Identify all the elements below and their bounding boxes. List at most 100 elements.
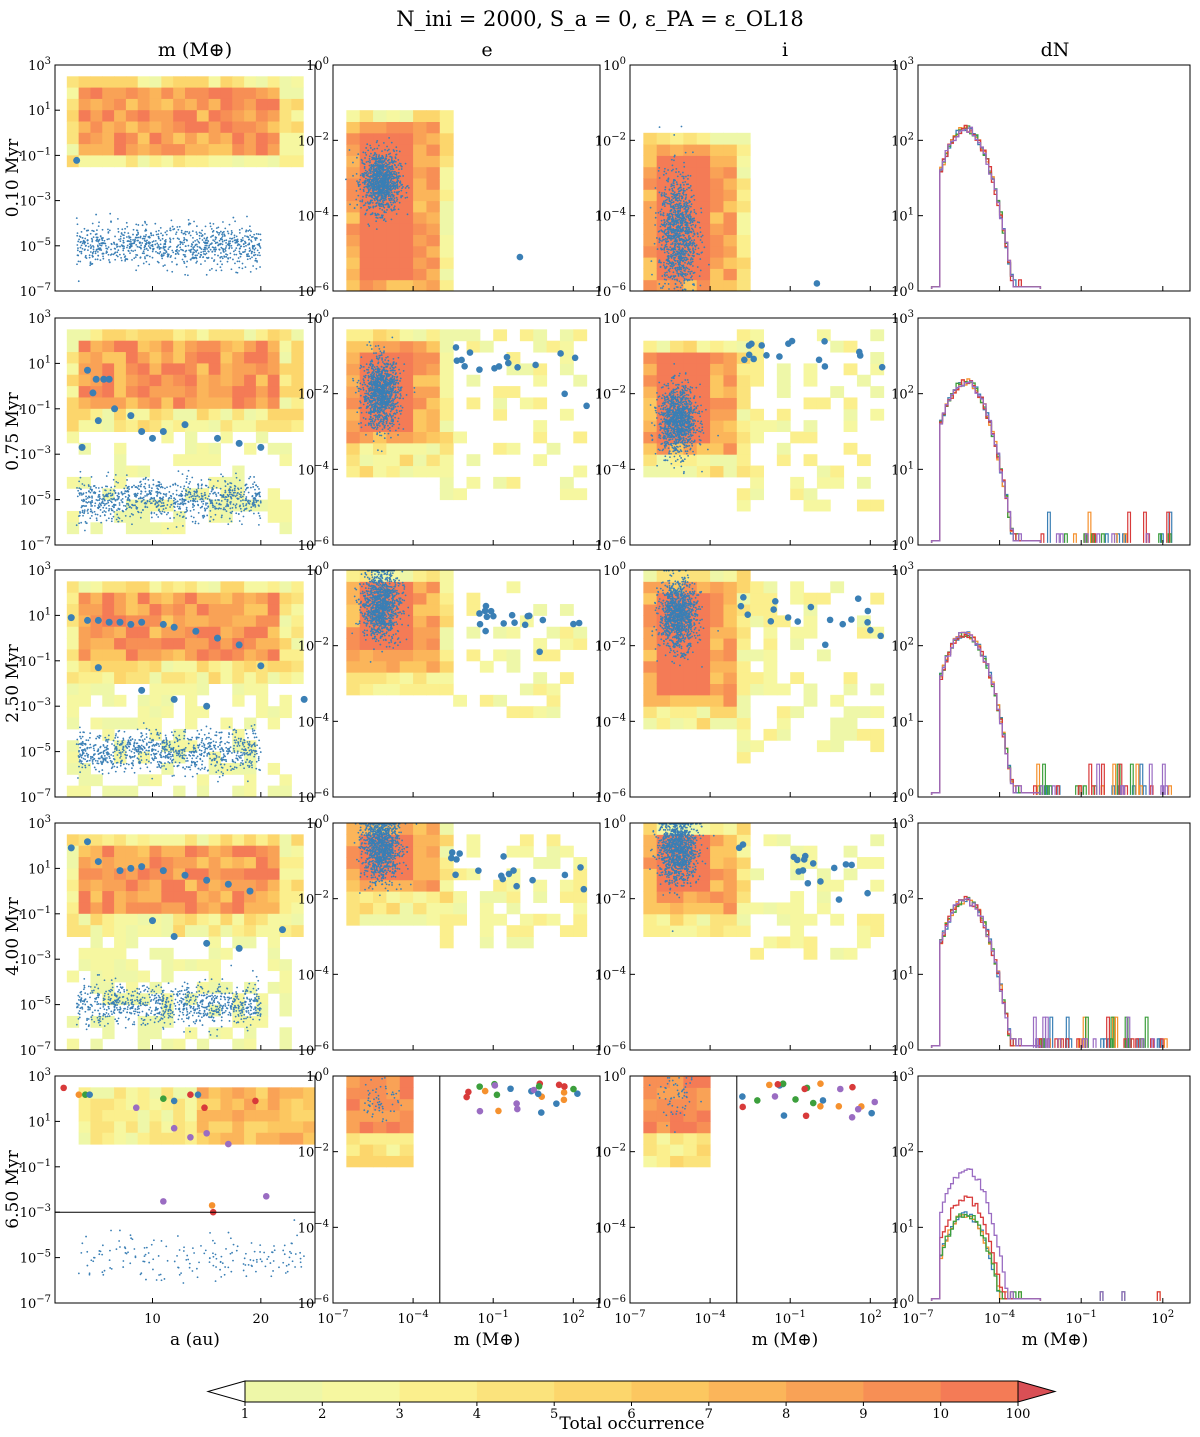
data-point [678, 237, 681, 240]
data-point [236, 260, 239, 263]
data-point [172, 237, 175, 240]
heat-cell [279, 442, 292, 455]
data-point [685, 257, 688, 259]
heat-cell [90, 340, 103, 353]
data-point [157, 509, 160, 512]
heat-cell [137, 144, 151, 156]
heat-cell [173, 87, 186, 100]
data-point [199, 253, 202, 256]
data-point [366, 178, 369, 181]
heat-cell [255, 374, 269, 387]
data-point [386, 209, 388, 211]
data-point [152, 483, 155, 486]
data-point [259, 501, 262, 504]
data-point [701, 241, 704, 244]
heat-cell [232, 476, 245, 489]
data-point [672, 190, 674, 193]
data-point [78, 493, 81, 496]
heat-cell [244, 386, 257, 398]
data-point [194, 497, 197, 500]
data-point [214, 253, 216, 256]
data-point [688, 238, 691, 241]
data-point [89, 251, 92, 253]
heat-cell [220, 87, 233, 100]
data-point [220, 473, 222, 476]
data-point [671, 261, 674, 264]
data-point [231, 231, 233, 234]
data-point [676, 268, 679, 271]
heat-cell [279, 386, 292, 398]
heat-cell [493, 329, 508, 342]
data-point [375, 178, 377, 181]
data-point [95, 240, 98, 242]
heat-cell [426, 397, 441, 410]
data-point [159, 510, 161, 513]
data-point [217, 499, 219, 501]
data-point [198, 234, 201, 237]
data-point [663, 251, 666, 254]
data-point [201, 498, 204, 501]
data-point [662, 285, 665, 288]
data-point [162, 252, 165, 255]
heat-cell [399, 465, 414, 478]
data-point [368, 172, 370, 174]
data-point [118, 495, 121, 498]
data-point [374, 158, 377, 161]
data-point [369, 144, 372, 147]
data-point [371, 196, 374, 199]
heat-cell [208, 510, 221, 523]
heat-cell [439, 211, 454, 224]
heat-cell [173, 121, 186, 134]
heat-cell [696, 211, 711, 224]
heat-cell [426, 144, 441, 156]
heat-cell [373, 245, 387, 258]
data-point [257, 233, 260, 236]
data-point [669, 203, 672, 206]
data-point [667, 218, 670, 221]
data-point [238, 247, 241, 250]
data-point [120, 256, 122, 259]
data-point [192, 499, 195, 501]
data-point [372, 189, 375, 192]
data-point [144, 482, 147, 485]
data-point [221, 495, 224, 498]
data-point [225, 255, 228, 258]
data-point [250, 239, 252, 242]
data-point [245, 230, 247, 233]
data-point [675, 234, 678, 237]
data-point [353, 207, 356, 209]
data-point [237, 497, 240, 500]
data-point [178, 507, 180, 510]
heat-cell [255, 132, 269, 145]
data-point [196, 233, 198, 235]
heat-cell [185, 420, 198, 432]
data-point [663, 261, 665, 264]
data-point [219, 242, 222, 245]
data-point [132, 239, 135, 241]
heat-cell [279, 397, 292, 410]
data-point [393, 182, 396, 184]
heat-cell [267, 488, 281, 501]
heat-cell [255, 87, 269, 100]
heat-cell [439, 223, 454, 235]
data-point [682, 242, 685, 245]
tick-label: 101 [28, 101, 51, 119]
data-point [189, 493, 192, 496]
data-point [405, 191, 408, 194]
data-point [149, 247, 152, 250]
heat-cell [161, 374, 174, 387]
data-point [234, 485, 237, 488]
data-point [235, 512, 238, 515]
data-point [390, 156, 393, 159]
data-point [133, 242, 136, 245]
data-point [383, 197, 385, 200]
data-point [146, 494, 148, 497]
data-point [88, 485, 90, 488]
data-point [106, 238, 109, 241]
data-point [683, 325, 685, 327]
data-point [367, 190, 370, 193]
heat-cell [66, 431, 80, 444]
heat-cell [114, 155, 127, 168]
data-point [222, 248, 225, 251]
data-point [369, 160, 371, 162]
